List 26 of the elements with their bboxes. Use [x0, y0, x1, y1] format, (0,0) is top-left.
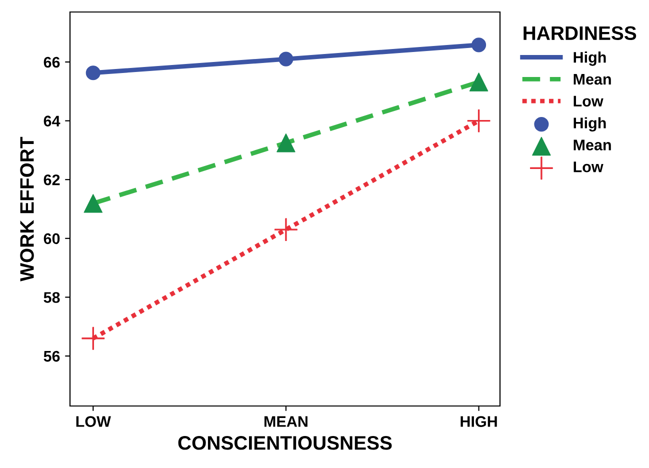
- point: [471, 38, 486, 52]
- y-tick-label: 66: [44, 56, 60, 68]
- point: [82, 326, 105, 350]
- x-tick-label: MEAN: [264, 416, 308, 427]
- x-tick-label: LOW: [76, 416, 111, 427]
- y-tick-label: 60: [44, 233, 60, 244]
- y-axis-title: WORK EFFORT: [20, 136, 34, 282]
- x-axis-title: CONSCIENTIOUSNESS: [178, 436, 392, 450]
- y-tick-label: 56: [44, 350, 60, 362]
- legend-title: HARDINESS: [524, 26, 636, 40]
- legend-label: Low: [574, 96, 604, 107]
- point: [276, 133, 296, 152]
- point: [469, 72, 488, 92]
- y-tick-label: 64: [44, 116, 60, 126]
- legend-label: Mean: [574, 74, 611, 85]
- x-tick-label: HIGH: [460, 416, 497, 427]
- legend-label: High: [574, 52, 606, 66]
- legend-label: Low: [574, 162, 604, 172]
- y-tick-label: 58: [44, 292, 60, 303]
- legend-label: High: [574, 117, 606, 132]
- point: [84, 194, 103, 213]
- point: [278, 52, 294, 66]
- y-tick-label: 62: [44, 174, 60, 186]
- point: [86, 66, 100, 80]
- point: [274, 218, 298, 242]
- legend-label: Mean: [574, 140, 611, 150]
